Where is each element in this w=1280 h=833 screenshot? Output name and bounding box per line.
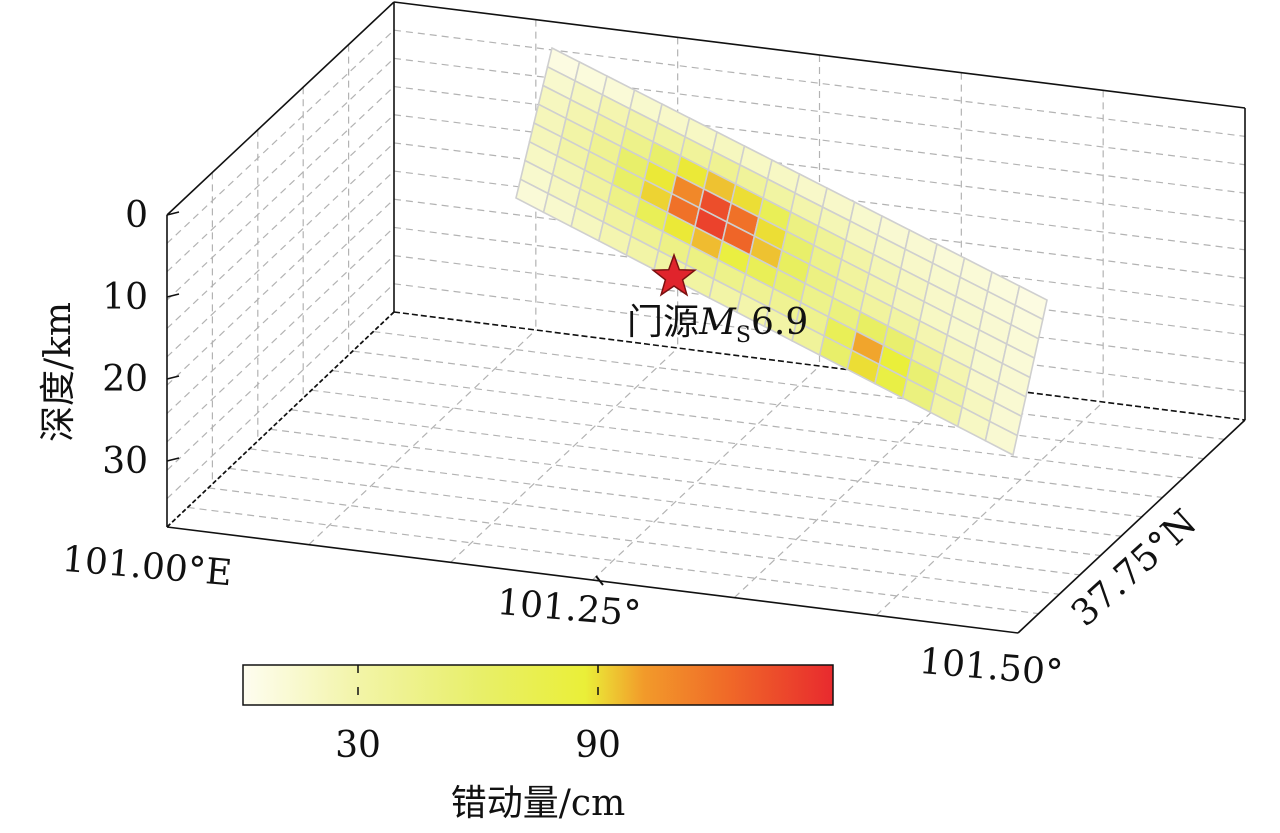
floor-gridline-lon bbox=[875, 401, 1104, 616]
box-grid bbox=[166, 1, 1246, 616]
colorbar-tick-label-30: 30 bbox=[335, 725, 381, 766]
epicenter-label: 门源MS6.9 bbox=[627, 302, 808, 348]
floor-gridline-lon bbox=[308, 329, 537, 546]
depth-tick-label: 10 bbox=[102, 277, 148, 318]
colorbar-label: 错动量/cm bbox=[451, 783, 625, 824]
left-wall-hline bbox=[166, 170, 395, 386]
depth-tick-mark bbox=[166, 457, 180, 462]
depth-axis: 0 10 20 30 bbox=[102, 195, 180, 482]
box-edge-right-bottom bbox=[1017, 419, 1246, 634]
floor-gridline-lat bbox=[290, 409, 1142, 518]
floor-gridline-lat bbox=[270, 428, 1122, 537]
colorbar-gradient bbox=[242, 664, 834, 706]
slip-cell bbox=[984, 420, 1019, 457]
depth-tick-mark bbox=[166, 293, 180, 298]
back-wall-hline bbox=[393, 29, 1246, 137]
floor-gridline-lat bbox=[249, 448, 1101, 557]
box-front-edges bbox=[166, 215, 1246, 634]
left-wall-hline bbox=[166, 86, 395, 301]
left-wall-hline bbox=[166, 114, 395, 329]
back-wall-hline bbox=[393, 57, 1246, 166]
box-edge-top-back bbox=[393, 1, 1246, 109]
colorbar: 30 90 错动量/cm bbox=[242, 664, 834, 824]
left-wall-hline bbox=[166, 227, 395, 443]
left-wall-hline bbox=[166, 142, 395, 358]
floor-gridline-lat bbox=[373, 330, 1225, 440]
floor-gridline-lat bbox=[332, 370, 1184, 479]
fault-plane bbox=[515, 46, 1048, 457]
floor-gridline-lon bbox=[592, 365, 820, 581]
floor-gridline-lat bbox=[187, 506, 1039, 615]
floor-gridline-lat bbox=[208, 487, 1060, 595]
floor-gridline-lon bbox=[450, 347, 679, 563]
back-wall-hline bbox=[393, 255, 1246, 364]
box-edge-top-left bbox=[166, 1, 395, 216]
floor-gridline-lat bbox=[311, 389, 1163, 499]
lon-tick-mark bbox=[595, 575, 604, 586]
left-wall-hline bbox=[166, 198, 395, 414]
depth-tick-label: 30 bbox=[102, 441, 148, 482]
left-wall-hline bbox=[166, 283, 395, 500]
back-wall-hline bbox=[393, 142, 1246, 251]
back-wall-hline bbox=[393, 226, 1246, 336]
back-wall-hline bbox=[393, 170, 1246, 279]
floor-gridline-lat bbox=[352, 350, 1204, 460]
depth-tick-label: 0 bbox=[125, 195, 148, 236]
left-wall-hline bbox=[166, 255, 395, 471]
lon-tick-label-101-00: 101.00°E bbox=[60, 539, 233, 595]
box-edge-front-bottom bbox=[166, 526, 1019, 634]
lat-tick-label-37-75: 37.75°N bbox=[1064, 502, 1205, 635]
floor-gridline-lon bbox=[733, 383, 962, 599]
lon-tick-label-101-50: 101.50° bbox=[918, 641, 1065, 694]
back-wall-hline bbox=[393, 85, 1246, 194]
left-wall-hline bbox=[166, 29, 395, 244]
back-wall-hline bbox=[393, 114, 1246, 223]
left-wall-hline bbox=[166, 57, 395, 273]
lon-tick-label-101-25: 101.25° bbox=[496, 582, 643, 635]
depth-tick-mark bbox=[166, 211, 180, 216]
depth-tick-label: 20 bbox=[102, 359, 148, 400]
colorbar-tick-label-90: 90 bbox=[575, 725, 621, 766]
depth-tick-mark bbox=[166, 375, 180, 380]
back-wall-hline bbox=[393, 283, 1246, 393]
box-edge-floor-diagonal bbox=[166, 311, 395, 528]
box-edge-floor-back bbox=[393, 311, 1246, 421]
epicenter-star-icon bbox=[651, 252, 697, 297]
back-wall-hline bbox=[393, 198, 1246, 308]
depth-axis-label: 深度/km bbox=[38, 302, 79, 442]
floor-gridline-lat bbox=[228, 467, 1080, 576]
